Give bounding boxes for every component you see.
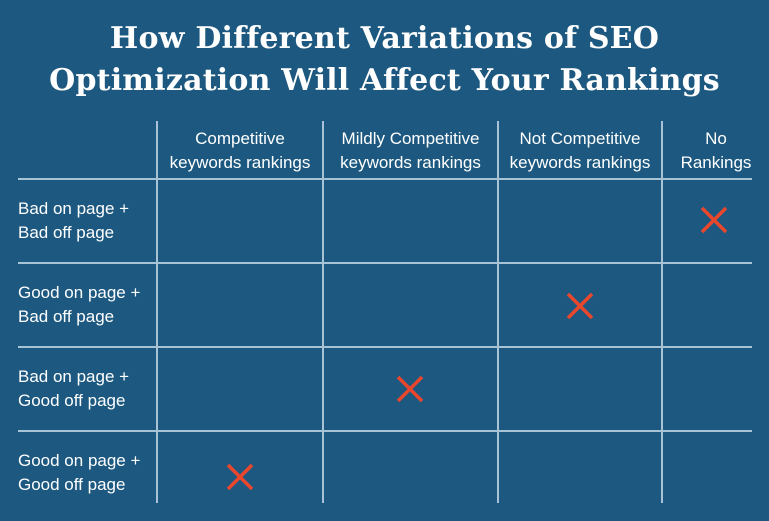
row-header-good-bad: Good on page + Bad off page — [18, 283, 141, 326]
page-title: How Different Variations of SEO Optimiza… — [0, 18, 769, 102]
column-header-competitive: Competitive keywords rankings — [158, 125, 322, 177]
title-line-1: How Different Variations of SEO — [109, 21, 660, 56]
column-header-label: Not Competitive keywords rankings — [509, 129, 651, 172]
x-mark-icon — [225, 462, 255, 492]
row-header-bad-good: Bad on page + Good off page — [18, 367, 130, 410]
column-header-label: Mildly Competitive keywords rankings — [340, 129, 481, 172]
column-header-no-rankings: No Rankings — [663, 125, 769, 177]
grid-divider-horizontal — [18, 346, 752, 348]
title-line-2: Optimization Will Affect Your Rankings — [49, 63, 720, 98]
column-header-mildly-competitive: Mildly Competitive keywords rankings — [324, 125, 497, 177]
grid-divider-horizontal — [18, 178, 752, 180]
grid-divider-vertical — [661, 121, 663, 503]
row-header-good-good: Good on page + Good off page — [18, 451, 141, 494]
grid-divider-vertical — [497, 121, 499, 503]
grid-divider-horizontal — [18, 262, 752, 264]
x-mark-icon — [565, 291, 595, 321]
grid-divider-vertical — [322, 121, 324, 503]
column-header-label: Competitive keywords rankings — [169, 129, 311, 172]
x-mark-icon — [395, 374, 425, 404]
column-header-label: No Rankings — [680, 129, 752, 172]
grid-divider-horizontal — [18, 430, 752, 432]
column-header-not-competitive: Not Competitive keywords rankings — [499, 125, 661, 177]
grid-divider-vertical — [156, 121, 158, 503]
row-header-bad-bad: Bad on page + Bad off page — [18, 199, 130, 242]
x-mark-icon — [699, 205, 729, 235]
